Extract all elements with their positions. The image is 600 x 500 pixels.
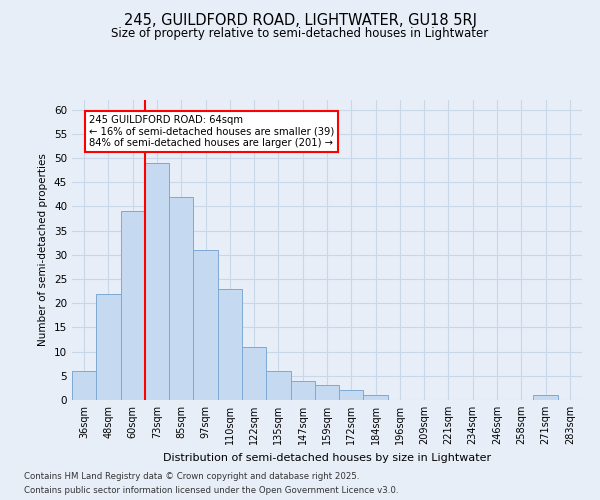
X-axis label: Distribution of semi-detached houses by size in Lightwater: Distribution of semi-detached houses by … (163, 452, 491, 462)
Bar (242, 347, 266, 400)
Bar (533, 395, 558, 400)
Text: Size of property relative to semi-detached houses in Lightwater: Size of property relative to semi-detach… (112, 28, 488, 40)
Bar (290, 380, 315, 400)
Text: Contains public sector information licensed under the Open Government Licence v3: Contains public sector information licen… (24, 486, 398, 495)
Text: 245 GUILDFORD ROAD: 64sqm
← 16% of semi-detached houses are smaller (39)
84% of : 245 GUILDFORD ROAD: 64sqm ← 16% of semi-… (89, 114, 334, 148)
Bar (193, 250, 218, 400)
Bar (121, 212, 145, 400)
Bar (96, 294, 121, 400)
Bar (72, 371, 96, 400)
Y-axis label: Number of semi-detached properties: Number of semi-detached properties (38, 154, 49, 346)
Bar (266, 371, 290, 400)
Bar (218, 288, 242, 400)
Text: 245, GUILDFORD ROAD, LIGHTWATER, GU18 5RJ: 245, GUILDFORD ROAD, LIGHTWATER, GU18 5R… (124, 12, 476, 28)
Text: Contains HM Land Registry data © Crown copyright and database right 2025.: Contains HM Land Registry data © Crown c… (24, 472, 359, 481)
Bar (145, 163, 169, 400)
Bar (315, 386, 339, 400)
Bar (364, 395, 388, 400)
Bar (169, 197, 193, 400)
Bar (339, 390, 364, 400)
